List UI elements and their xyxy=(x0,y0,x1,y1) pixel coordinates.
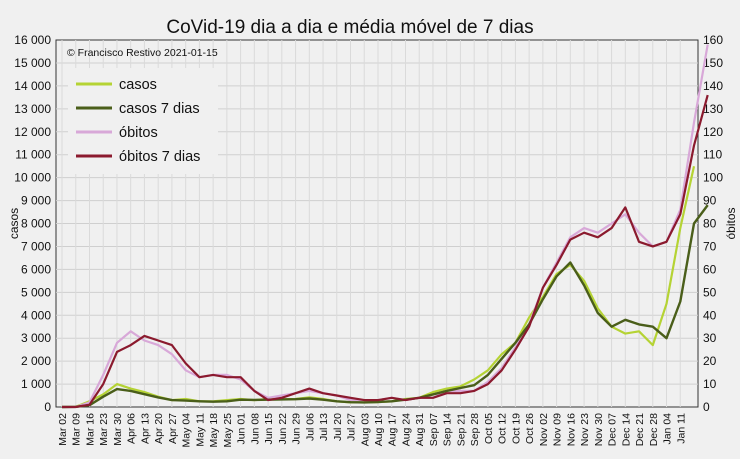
x-tick: Dec 14 xyxy=(620,413,632,446)
x-tick: Mar 30 xyxy=(112,413,124,446)
y-tick-right: 110 xyxy=(703,148,722,162)
series-layer xyxy=(61,44,709,409)
y-axis-left: 0 1 000 2 000 3 000 4 000 5 000 6 000 7 000 8 00… xyxy=(14,33,51,414)
x-tick: Sep 28 xyxy=(469,413,481,446)
x-tick: Jun 29 xyxy=(291,413,303,445)
x-tick: Jul 06 xyxy=(304,413,316,441)
x-tick: Mar 16 xyxy=(84,413,96,446)
y-tick-right: 20 xyxy=(703,354,717,368)
x-tick: Dec 28 xyxy=(648,413,660,446)
x-tick: Jul 27 xyxy=(346,413,358,441)
x-tick: Jun 22 xyxy=(277,413,289,445)
chart-title: CoVid-19 dia a dia e média móvel de 7 di… xyxy=(166,17,533,38)
y-axis-left-label: casos xyxy=(7,208,21,239)
y-tick-right: 140 xyxy=(703,79,723,93)
x-tick: Aug 03 xyxy=(359,413,371,446)
y-tick-left: 3 000 xyxy=(21,331,51,345)
legend: casos casos 7 dias óbitos óbitos 7 dias xyxy=(68,68,218,174)
legend-label: casos xyxy=(119,77,157,93)
x-tick: Mar 02 xyxy=(57,413,69,446)
y-tick-right: 120 xyxy=(703,125,723,139)
x-tick: Jul 20 xyxy=(332,413,344,441)
x-tick: Aug 31 xyxy=(414,413,426,446)
x-tick: Oct 12 xyxy=(497,413,509,444)
x-tick: Apr 13 xyxy=(139,413,151,444)
y-axis-right-label: óbitos xyxy=(724,207,738,239)
x-tick: Nov 23 xyxy=(579,413,591,446)
y-tick-right: 80 xyxy=(703,217,717,231)
x-tick: May 11 xyxy=(194,413,206,447)
x-tick: Nov 09 xyxy=(552,413,564,446)
y-tick-left: 13 000 xyxy=(14,102,51,116)
x-axis: Mar 02 Mar 09 Mar 16 Mar 23 Mar 30 Apr 06 Apr … xyxy=(57,413,687,448)
y-tick-right: 10 xyxy=(703,377,717,391)
y-tick-right: 60 xyxy=(703,262,717,276)
series-line-casos-7-dias xyxy=(61,204,709,409)
x-tick: Aug 24 xyxy=(400,413,412,446)
y-tick-left: 7 000 xyxy=(21,239,51,253)
y-tick-right: 150 xyxy=(703,56,723,70)
y-tick-left: 16 000 xyxy=(14,33,51,47)
y-axis-right: 0 10 20 30 40 50 60 70 80 90 100 110 120 130 140 150 160 xyxy=(703,33,723,414)
x-tick: Apr 20 xyxy=(153,413,165,444)
x-tick: Oct 05 xyxy=(483,413,495,444)
x-tick: Apr 06 xyxy=(126,413,138,444)
x-tick: Jul 13 xyxy=(318,413,330,441)
x-tick: Jun 08 xyxy=(249,413,261,445)
legend-label: casos 7 dias xyxy=(119,101,200,117)
y-tick-left: 12 000 xyxy=(14,125,51,139)
x-tick: Jun 15 xyxy=(263,413,275,445)
series-line--bitos-7-dias xyxy=(62,94,709,409)
y-tick-right: 130 xyxy=(703,102,723,116)
y-tick-left: 1 000 xyxy=(21,377,51,391)
y-tick-left: 0 xyxy=(44,400,51,414)
x-tick: Mar 23 xyxy=(98,413,110,446)
y-tick-right: 50 xyxy=(703,285,717,299)
x-tick: Nov 02 xyxy=(538,413,550,446)
y-tick-right: 90 xyxy=(703,194,717,208)
y-tick-right: 160 xyxy=(703,33,723,47)
x-tick: Nov 30 xyxy=(593,413,605,446)
y-tick-left: 14 000 xyxy=(14,79,51,93)
y-tick-right: 30 xyxy=(703,331,717,345)
x-tick: May 04 xyxy=(181,413,193,448)
y-tick-left: 9 000 xyxy=(21,194,51,208)
x-tick: Sep 14 xyxy=(442,413,454,446)
y-tick-left: 2 000 xyxy=(21,354,51,368)
y-tick-left: 10 000 xyxy=(14,171,51,185)
x-tick: May 18 xyxy=(208,413,220,448)
y-tick-left: 11 000 xyxy=(15,148,51,162)
x-tick: Aug 10 xyxy=(373,413,385,446)
y-tick-left: 8 000 xyxy=(21,217,51,231)
x-tick: Mar 09 xyxy=(71,413,83,446)
x-tick: Dec 21 xyxy=(634,413,646,446)
y-tick-right: 100 xyxy=(703,171,723,185)
legend-label: óbitos 7 dias xyxy=(119,149,200,165)
y-tick-left: 5 000 xyxy=(21,285,51,299)
x-tick: Sep 07 xyxy=(428,413,440,446)
y-tick-left: 15 000 xyxy=(14,56,51,70)
x-tick: Jan 11 xyxy=(675,413,687,444)
x-tick: Oct 26 xyxy=(524,413,536,444)
x-tick: Nov 16 xyxy=(565,413,577,446)
x-tick: Dec 07 xyxy=(607,413,619,446)
y-tick-left: 6 000 xyxy=(21,262,51,276)
x-tick: Oct 19 xyxy=(510,413,522,444)
x-tick: Jan 04 xyxy=(662,413,674,445)
x-tick: Jun 01 xyxy=(236,413,248,445)
x-tick: Sep 21 xyxy=(455,413,467,446)
x-tick: Aug 17 xyxy=(387,413,399,446)
x-tick: Apr 27 xyxy=(167,413,179,444)
x-tick: May 25 xyxy=(222,413,234,448)
legend-label: óbitos xyxy=(119,125,158,141)
y-tick-right: 70 xyxy=(703,239,717,253)
y-tick-left: 4 000 xyxy=(21,308,51,322)
y-tick-right: 40 xyxy=(703,308,717,322)
grid xyxy=(56,40,698,407)
copyright-note: © Francisco Restivo 2021-01-15 xyxy=(67,47,218,59)
y-tick-right: 0 xyxy=(703,400,710,414)
